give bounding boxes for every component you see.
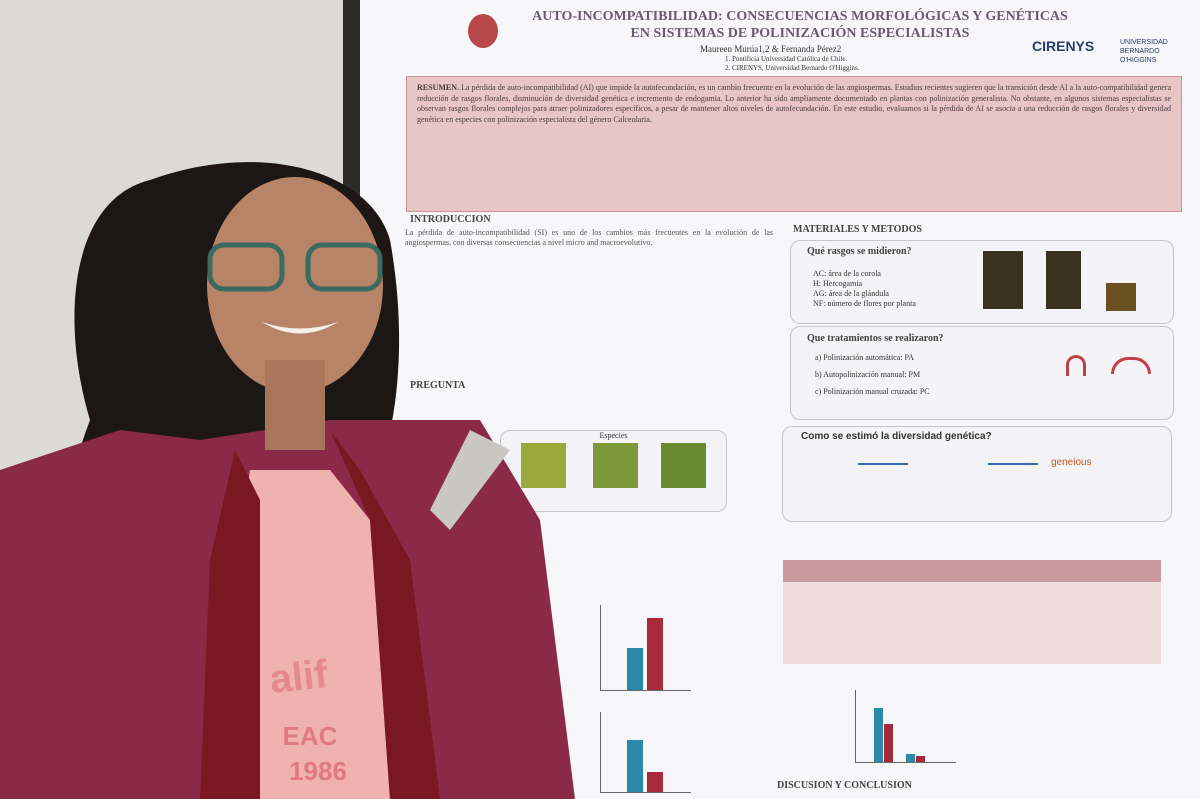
shirt-print: alif [268,652,331,702]
flower-photo [521,443,566,488]
section-heading: MATERIALES Y METODOS [793,224,922,235]
bar [627,648,643,690]
arrow [988,463,1038,465]
table-header [783,560,1161,582]
treatment: a) Polinización automática: PA [815,353,915,362]
box-heading: Que tratamientos se realizaron? [807,333,944,344]
section-heading: INTRODUCCION [410,214,491,225]
traits-box: Qué rasgos se midieron? AC: área de la c… [790,240,1174,324]
shirt [240,470,390,799]
trait: NF: número de flores por planta [813,299,916,308]
bar [874,708,883,762]
data-table [783,560,1161,664]
flower-photo [593,443,638,488]
arrow [858,463,908,465]
smile [262,322,338,334]
section-heading: PREGUNTA [410,380,466,391]
arrow-icon [1066,355,1086,376]
flower-photo [983,251,1023,309]
genetic-box: Como se estimó la diversidad genética? g… [782,426,1172,522]
bar-chart [600,712,691,793]
flower-photo [661,443,706,488]
treatments-box: Que tratamientos se realizaron? a) Polin… [790,326,1174,420]
trait: AG: área de la glándula [813,289,889,298]
summary-label: RESUMEN. [417,83,460,92]
bar [647,772,663,792]
scarf [200,430,440,799]
treatment-list: a) Polinización automática: PA b) Autopo… [815,349,930,400]
shirt-print: 1986 [289,756,347,786]
logo-text: CIRENYS [1032,38,1095,54]
species-box: Especies [500,430,727,512]
bar [906,754,915,762]
neck [265,360,325,450]
logo-text: UNIVERSIDAD BERNARDO O'HIGGINS [1120,39,1168,64]
flower-photo [1106,283,1136,311]
intro-text: La pérdida de auto-incompatibilidad (SI)… [405,228,773,247]
bar-chart [855,690,956,763]
poster-title: AUTO-INCOMPATIBILIDAD: CONSECUENCIAS MOR… [430,8,1170,42]
section-heading: DISCUSION Y CONCLUSION [777,780,912,791]
trait-list: AC: área de la corola H: Hercogamia AG: … [813,269,916,309]
face [207,177,383,393]
bar-chart [600,605,691,691]
box-heading: Qué rasgos se midieron? [807,246,912,257]
glasses [207,242,285,292]
shirt-print: EAC [283,721,338,751]
software-logo: geneious [1051,457,1092,468]
treatment: c) Polinización manual cruzada: PC [815,387,930,396]
jacket-trim [430,430,510,530]
trait: H: Hercogamia [813,279,863,288]
title-line: AUTO-INCOMPATIBILIDAD: CONSECUENCIAS MOR… [532,9,1068,24]
affiliation: 1. Pontificia Universidad Católica de Ch… [725,55,848,63]
bar [627,740,643,792]
species-label: Especies [599,431,628,440]
university-logo [468,14,498,48]
bar [647,618,663,690]
flower-photo [1046,251,1081,309]
title-line: EN SISTEMAS DE POLINIZACIÓN ESPECIALISTA… [630,26,970,41]
glasses [305,242,383,292]
bar [916,756,925,762]
authors: Maureen Murúa1,2 & Fernanda Pérez2 [700,44,842,54]
affiliations: 1. Pontificia Universidad Católica de Ch… [725,55,859,73]
box-heading: Como se estimó la diversidad genética? [801,431,992,442]
affiliation: 2. CIRENYS, Universidad Bernardo O'Higgi… [725,64,860,72]
treatment: b) Autopolinización manual: PM [815,370,921,379]
summary-box: RESUMEN. La pérdida de auto-incompatibil… [406,76,1182,212]
summary-text: La pérdida de auto-incompatibilidad (AI)… [417,83,1171,124]
trait: AC: área de la corola [813,269,881,278]
bar [884,724,893,762]
